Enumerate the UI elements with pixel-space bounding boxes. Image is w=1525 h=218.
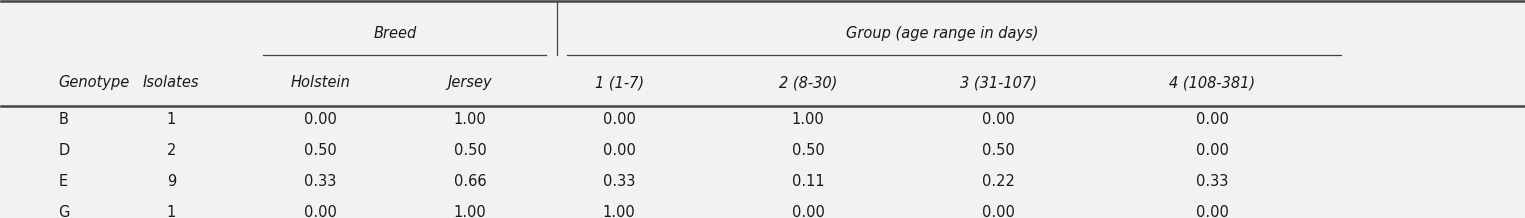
Text: 0.50: 0.50 [453, 143, 486, 158]
Text: 0.50: 0.50 [791, 143, 825, 158]
Text: Jersey: Jersey [448, 75, 493, 90]
Text: 0.00: 0.00 [1196, 112, 1229, 127]
Text: 0.00: 0.00 [1196, 205, 1229, 218]
Text: Genotype: Genotype [58, 75, 130, 90]
Text: 9: 9 [166, 174, 175, 189]
Text: 1: 1 [166, 205, 175, 218]
Text: E: E [58, 174, 67, 189]
Text: 0.50: 0.50 [982, 143, 1016, 158]
Text: 0.00: 0.00 [303, 205, 337, 218]
Text: 4 (108-381): 4 (108-381) [1168, 75, 1255, 90]
Text: Isolates: Isolates [143, 75, 200, 90]
Text: 0.00: 0.00 [982, 112, 1016, 127]
Text: 1: 1 [166, 112, 175, 127]
Text: Holstein: Holstein [291, 75, 351, 90]
Text: 0.66: 0.66 [453, 174, 486, 189]
Text: 1.00: 1.00 [602, 205, 636, 218]
Text: 2 (8-30): 2 (8-30) [779, 75, 837, 90]
Text: 0.33: 0.33 [602, 174, 636, 189]
Text: 1.00: 1.00 [791, 112, 825, 127]
Text: 0.11: 0.11 [791, 174, 825, 189]
Text: 0.00: 0.00 [602, 112, 636, 127]
Text: Breed: Breed [374, 26, 416, 41]
Text: G: G [58, 205, 70, 218]
Text: 1.00: 1.00 [453, 205, 486, 218]
Text: B: B [58, 112, 69, 127]
Text: 0.00: 0.00 [303, 112, 337, 127]
Text: 0.33: 0.33 [305, 174, 337, 189]
Text: 0.00: 0.00 [791, 205, 825, 218]
Text: Group (age range in days): Group (age range in days) [846, 26, 1039, 41]
Text: 0.33: 0.33 [1196, 174, 1228, 189]
Text: 0.22: 0.22 [982, 174, 1016, 189]
Text: 2: 2 [166, 143, 175, 158]
Text: 0.00: 0.00 [602, 143, 636, 158]
Text: 0.00: 0.00 [1196, 143, 1229, 158]
Text: 0.50: 0.50 [305, 143, 337, 158]
Text: 1.00: 1.00 [453, 112, 486, 127]
Text: D: D [58, 143, 70, 158]
Text: 0.00: 0.00 [982, 205, 1016, 218]
Text: 3 (31-107): 3 (31-107) [961, 75, 1037, 90]
Text: 1 (1-7): 1 (1-7) [595, 75, 644, 90]
